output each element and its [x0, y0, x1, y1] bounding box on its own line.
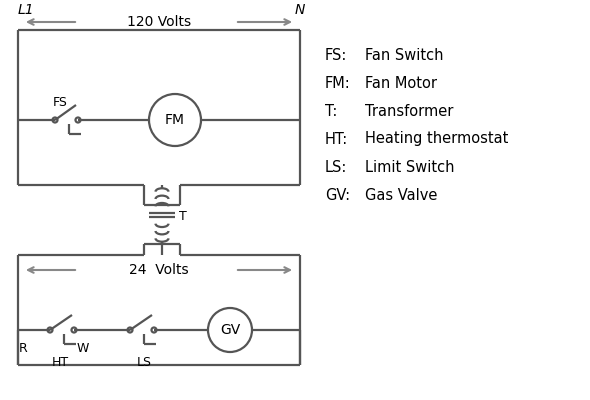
Text: 120 Volts: 120 Volts [127, 15, 191, 29]
Text: FS: FS [53, 96, 67, 108]
Text: HT:: HT: [325, 132, 348, 146]
Text: Heating thermostat: Heating thermostat [365, 132, 509, 146]
Text: T: T [179, 210, 187, 222]
Text: T:: T: [325, 104, 337, 118]
Text: L1: L1 [18, 3, 35, 17]
Text: FM:: FM: [325, 76, 350, 90]
Text: GV: GV [220, 323, 240, 337]
Text: N: N [295, 3, 306, 17]
Text: LS:: LS: [325, 160, 348, 174]
Text: Limit Switch: Limit Switch [365, 160, 454, 174]
Text: Fan Switch: Fan Switch [365, 48, 444, 62]
Text: LS: LS [136, 356, 152, 368]
Text: Fan Motor: Fan Motor [365, 76, 437, 90]
Text: R: R [19, 342, 28, 354]
Text: Transformer: Transformer [365, 104, 453, 118]
Text: W: W [77, 342, 89, 354]
Text: FM: FM [165, 113, 185, 127]
Text: HT: HT [51, 356, 68, 368]
Text: 24  Volts: 24 Volts [129, 263, 189, 277]
Text: FS:: FS: [325, 48, 348, 62]
Text: GV:: GV: [325, 188, 350, 202]
Text: Gas Valve: Gas Valve [365, 188, 437, 202]
